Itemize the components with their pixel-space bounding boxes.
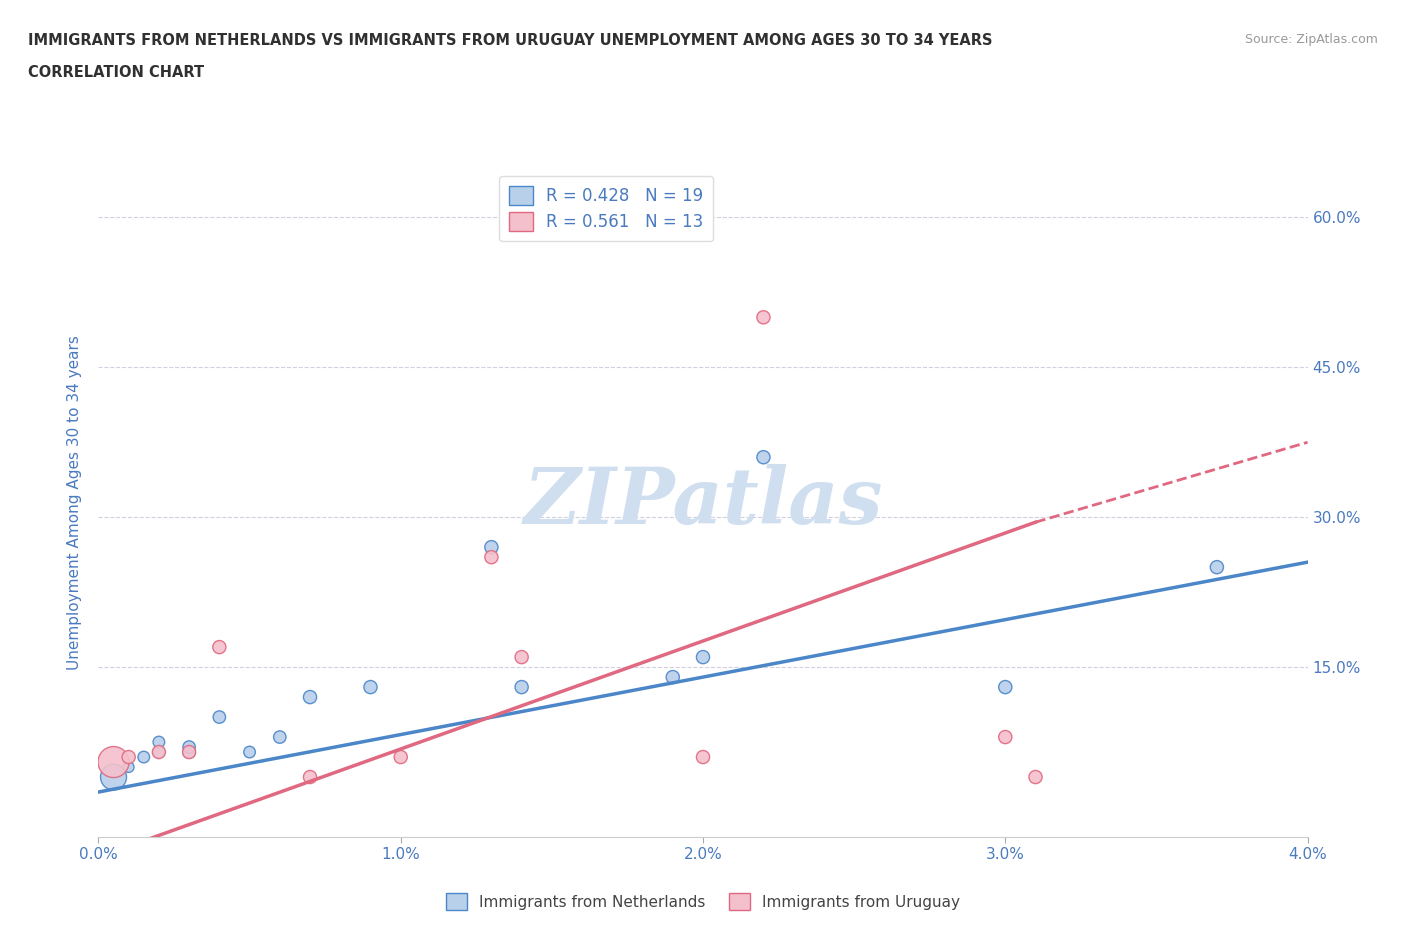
Point <box>994 680 1017 695</box>
Point <box>662 670 685 684</box>
Point <box>1206 560 1229 575</box>
Point <box>1025 770 1047 785</box>
Text: ZIPatlas: ZIPatlas <box>523 464 883 540</box>
Text: IMMIGRANTS FROM NETHERLANDS VS IMMIGRANTS FROM URUGUAY UNEMPLOYMENT AMONG AGES 3: IMMIGRANTS FROM NETHERLANDS VS IMMIGRANT… <box>28 33 993 47</box>
Text: CORRELATION CHART: CORRELATION CHART <box>28 65 204 80</box>
Point <box>239 745 262 760</box>
Point <box>148 735 170 750</box>
Point <box>132 750 155 764</box>
Point <box>179 739 201 754</box>
Point <box>752 450 775 465</box>
Text: Source: ZipAtlas.com: Source: ZipAtlas.com <box>1244 33 1378 46</box>
Point <box>510 650 533 665</box>
Point <box>481 539 503 554</box>
Legend: Immigrants from Netherlands, Immigrants from Uruguay: Immigrants from Netherlands, Immigrants … <box>440 886 966 916</box>
Point <box>103 754 125 769</box>
Point <box>269 730 291 745</box>
Point <box>510 680 533 695</box>
Point <box>118 760 141 775</box>
Point <box>692 750 714 764</box>
Y-axis label: Unemployment Among Ages 30 to 34 years: Unemployment Among Ages 30 to 34 years <box>67 335 83 670</box>
Point <box>118 750 141 764</box>
Point <box>752 310 775 325</box>
Point <box>148 745 170 760</box>
Point <box>360 680 382 695</box>
Point <box>179 745 201 760</box>
Point <box>481 550 503 565</box>
Point <box>179 745 201 760</box>
Point <box>299 770 322 785</box>
Point <box>299 690 322 705</box>
Point <box>148 745 170 760</box>
Point <box>994 730 1017 745</box>
Point <box>208 640 231 655</box>
Point <box>103 770 125 785</box>
Point <box>208 710 231 724</box>
Point <box>389 750 412 764</box>
Point <box>692 650 714 665</box>
